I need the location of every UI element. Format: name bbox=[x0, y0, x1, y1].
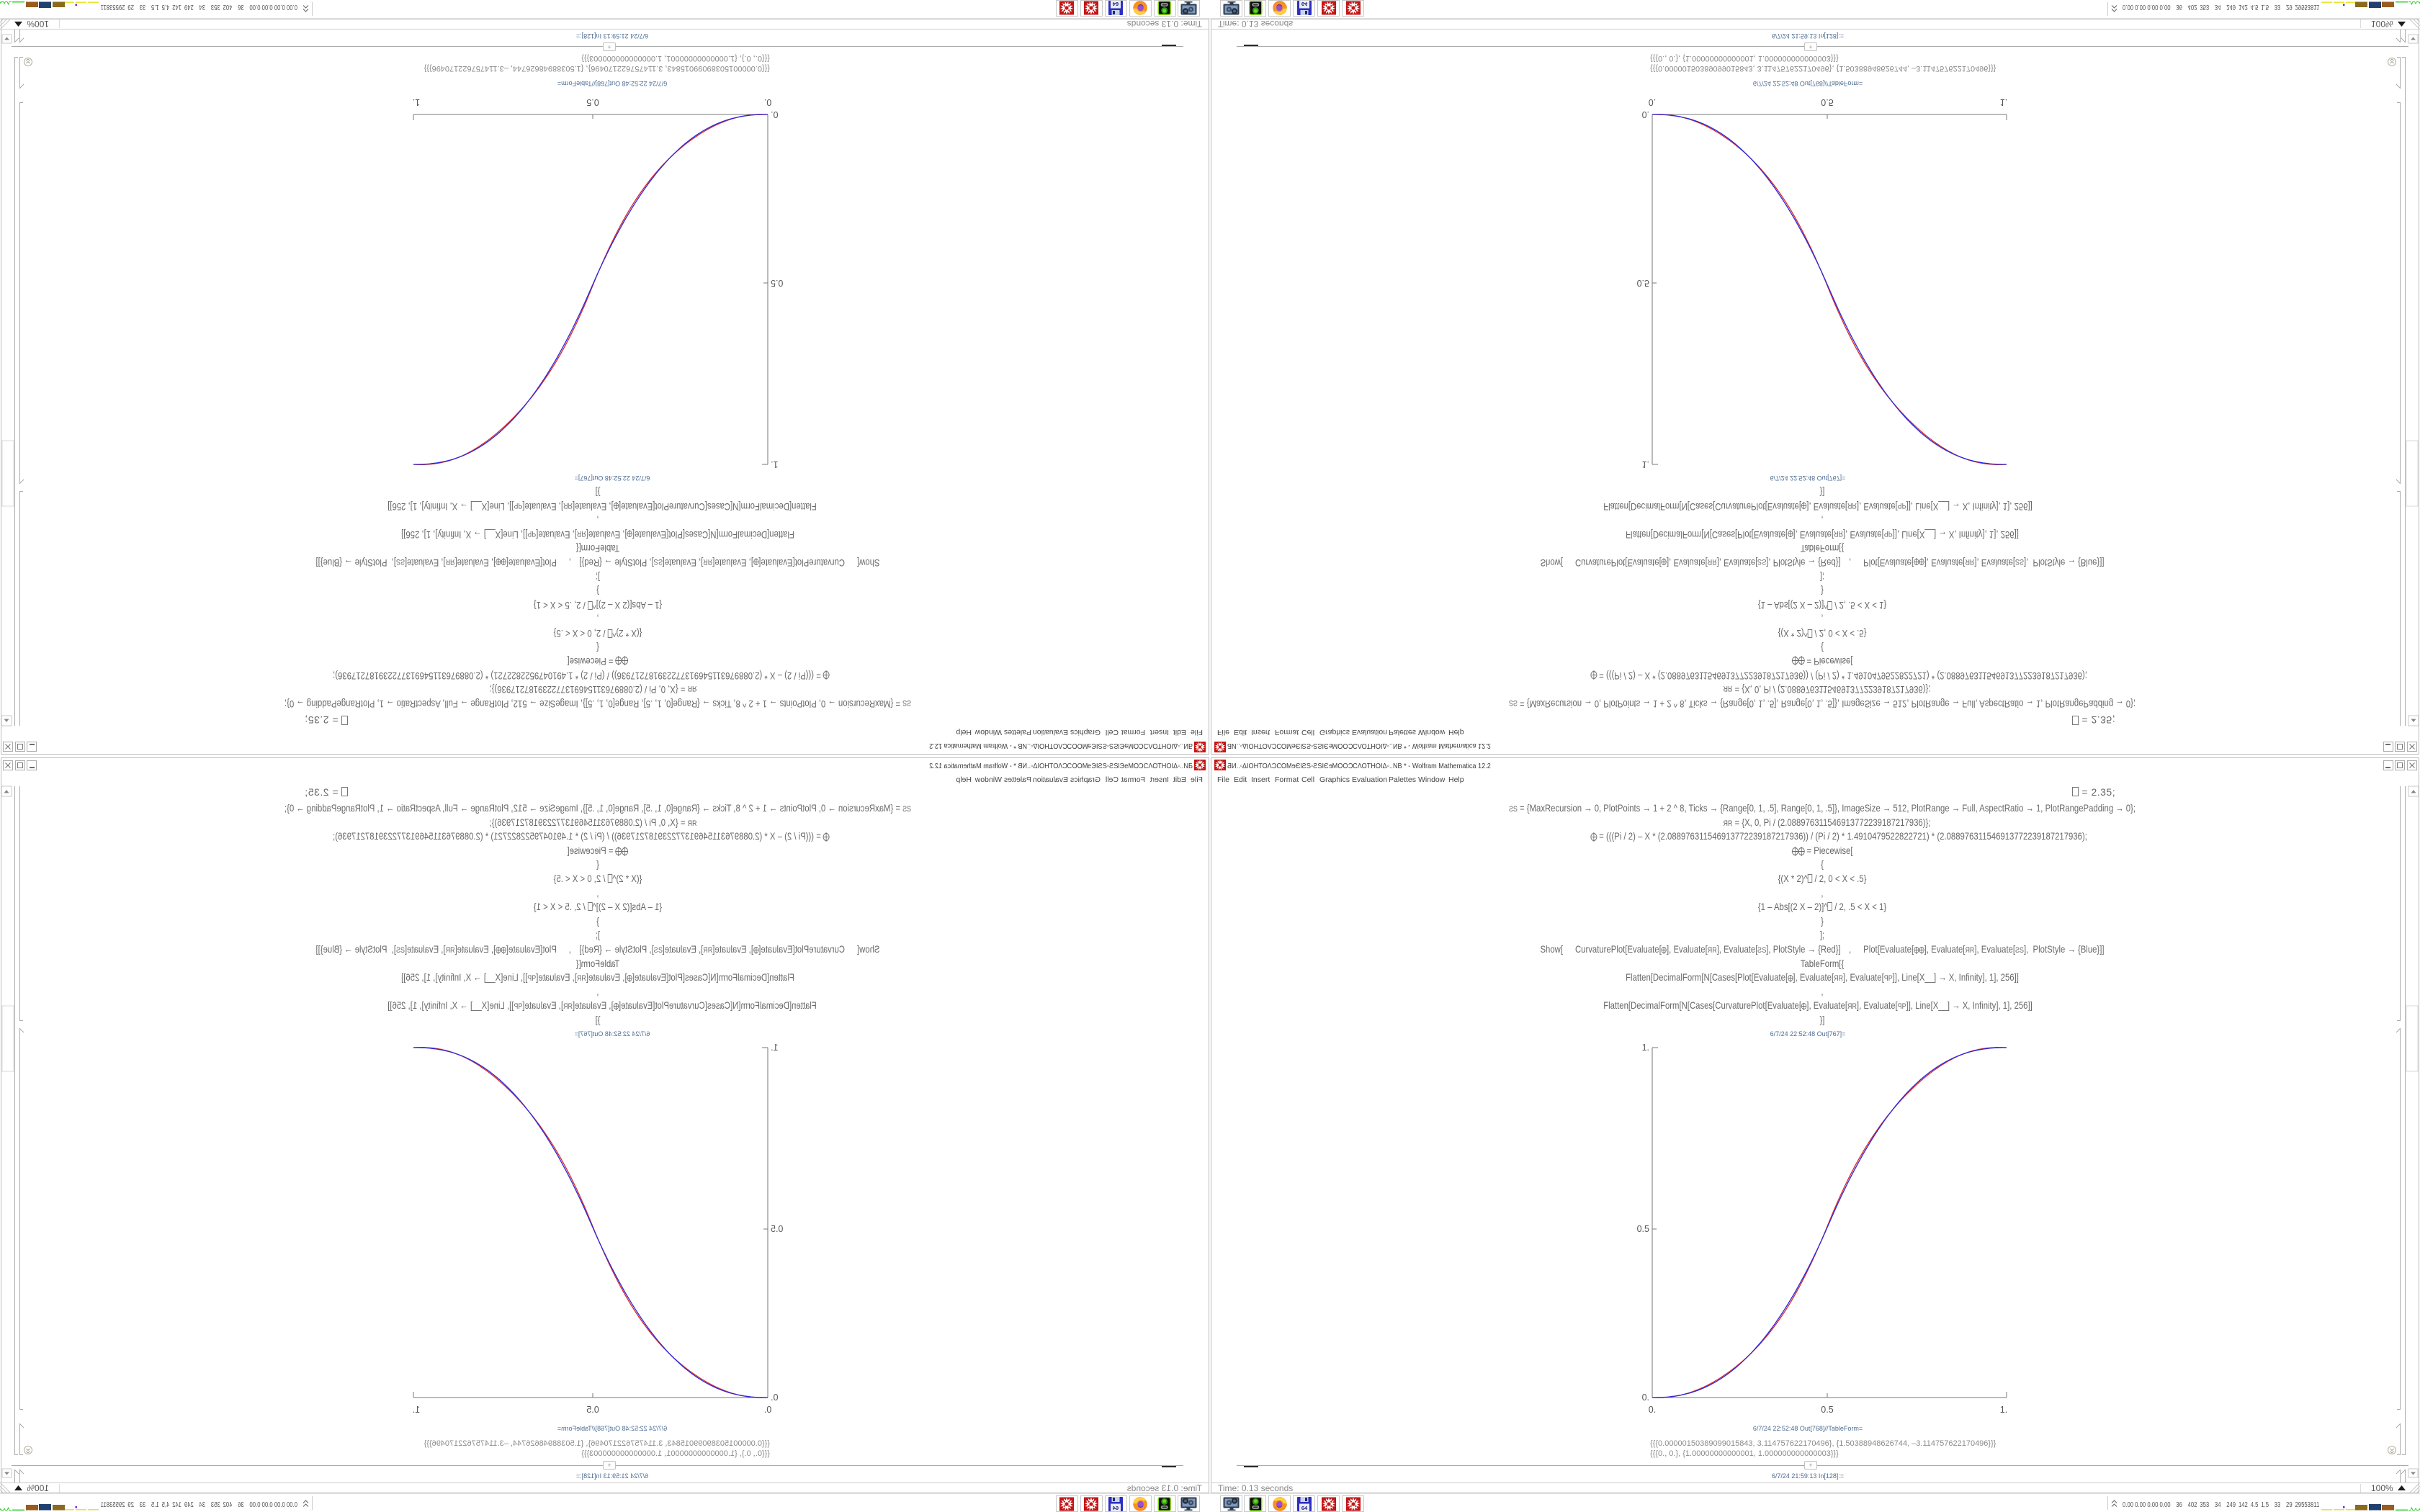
svg-text:0.: 0. bbox=[1649, 97, 1656, 107]
svg-text:64: 64 bbox=[1113, 1, 1119, 8]
svg-text:0.: 0. bbox=[764, 1405, 771, 1415]
svg-text:0.5: 0.5 bbox=[771, 278, 783, 288]
svg-text:1.: 1. bbox=[413, 1405, 420, 1415]
svg-text:1.: 1. bbox=[1642, 1043, 1649, 1053]
svg-text:0.5: 0.5 bbox=[1821, 1405, 1833, 1415]
svg-text:0.: 0. bbox=[1649, 1405, 1656, 1415]
svg-text:1.: 1. bbox=[413, 97, 420, 107]
svg-text:1.: 1. bbox=[2000, 1405, 2007, 1415]
svg-text:0.: 0. bbox=[764, 97, 771, 107]
svg-text:0.: 0. bbox=[1642, 109, 1649, 120]
svg-text:64: 64 bbox=[1113, 1505, 1119, 1511]
svg-text:1.: 1. bbox=[2000, 97, 2007, 107]
svg-text:64: 64 bbox=[1301, 1505, 1307, 1511]
svg-text:0.5: 0.5 bbox=[586, 97, 599, 107]
svg-text:1.: 1. bbox=[771, 459, 778, 469]
svg-text:0.5: 0.5 bbox=[771, 1224, 783, 1234]
svg-text:1.: 1. bbox=[771, 1043, 778, 1053]
svg-text:0.5: 0.5 bbox=[1637, 278, 1649, 288]
svg-text:1.: 1. bbox=[1642, 459, 1649, 469]
svg-text:0.: 0. bbox=[771, 109, 778, 120]
svg-text:64: 64 bbox=[1301, 1, 1307, 8]
svg-text:0.: 0. bbox=[771, 1392, 778, 1403]
svg-text:0.: 0. bbox=[1642, 1392, 1649, 1403]
svg-text:0.5: 0.5 bbox=[1637, 1224, 1649, 1234]
svg-text:0.5: 0.5 bbox=[586, 1405, 599, 1415]
svg-text:0.5: 0.5 bbox=[1821, 97, 1833, 107]
